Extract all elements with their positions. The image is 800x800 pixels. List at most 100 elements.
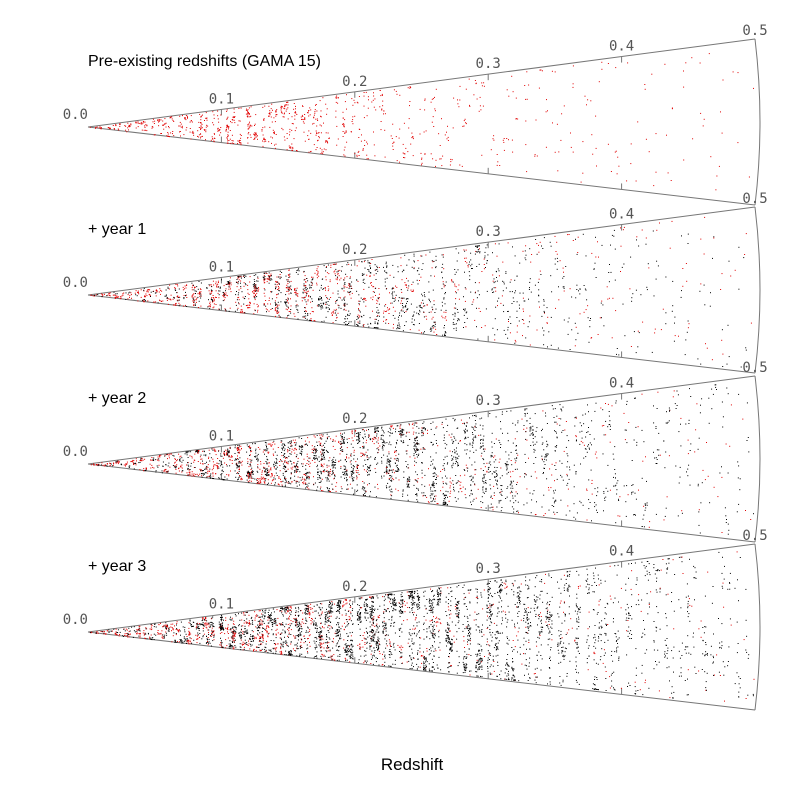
- galaxy-point: [179, 125, 181, 127]
- galaxy-point: [323, 148, 325, 150]
- galaxy-point: [385, 471, 387, 473]
- galaxy-point: [389, 432, 391, 433]
- galaxy-point: [189, 121, 191, 123]
- galaxy-point: [692, 138, 694, 140]
- galaxy-point: [390, 429, 392, 431]
- galaxy-point: [286, 300, 288, 302]
- galaxy-point: [296, 462, 298, 464]
- galaxy-point: [534, 154, 536, 156]
- galaxy-point: [405, 284, 407, 286]
- galaxy-point: [660, 329, 662, 331]
- galaxy-point: [143, 301, 145, 303]
- galaxy-point: [402, 490, 404, 492]
- galaxy-point: [270, 445, 272, 447]
- galaxy-point: [301, 114, 303, 116]
- galaxy-point: [316, 451, 317, 453]
- galaxy-point: [247, 446, 249, 447]
- galaxy-point: [191, 475, 193, 477]
- galaxy-point: [262, 106, 264, 108]
- galaxy-point: [721, 329, 723, 331]
- galaxy-point: [350, 443, 352, 445]
- galaxy-point: [276, 281, 278, 283]
- galaxy-point: [312, 311, 314, 313]
- galaxy-point: [475, 83, 477, 85]
- galaxy-point: [390, 425, 392, 427]
- galaxy-point: [374, 437, 376, 439]
- galaxy-point: [174, 458, 176, 460]
- galaxy-point: [541, 315, 543, 317]
- galaxy-point: [297, 269, 299, 271]
- galaxy-point: [408, 259, 410, 261]
- galaxy-point: [297, 466, 299, 468]
- galaxy-point: [322, 151, 324, 153]
- galaxy-point: [295, 480, 297, 482]
- galaxy-point: [208, 449, 210, 451]
- galaxy-point: [540, 274, 542, 275]
- galaxy-point: [407, 287, 409, 289]
- galaxy-point: [294, 289, 296, 291]
- galaxy-point: [332, 473, 334, 475]
- galaxy-point: [585, 289, 587, 291]
- galaxy-point: [248, 113, 250, 115]
- galaxy-point: [230, 121, 231, 123]
- galaxy-point: [247, 458, 249, 460]
- galaxy-point: [194, 305, 196, 306]
- galaxy-point: [377, 452, 379, 454]
- galaxy-point: [395, 431, 396, 433]
- galaxy-point: [193, 293, 195, 295]
- galaxy-point: [283, 454, 284, 456]
- galaxy-point: [162, 300, 164, 302]
- galaxy-point: [586, 299, 588, 301]
- galaxy-point: [295, 127, 297, 129]
- galaxy-point: [402, 297, 404, 299]
- galaxy-point: [233, 143, 235, 144]
- galaxy-point: [503, 141, 505, 143]
- galaxy-point: [283, 136, 285, 138]
- galaxy-point: [452, 127, 454, 129]
- galaxy-point: [222, 466, 224, 468]
- galaxy-point: [681, 235, 682, 237]
- galaxy-point: [423, 433, 424, 434]
- galaxy-point: [237, 447, 239, 449]
- galaxy-point: [276, 466, 278, 468]
- galaxy-point: [322, 453, 324, 455]
- galaxy-point: [267, 472, 268, 474]
- galaxy-point: [350, 321, 352, 323]
- galaxy-point: [241, 309, 243, 311]
- galaxy-point: [236, 459, 237, 461]
- galaxy-point: [200, 291, 202, 293]
- galaxy-point: [110, 463, 112, 465]
- galaxy-point: [340, 432, 342, 434]
- galaxy-point: [195, 299, 197, 301]
- galaxy-point: [291, 463, 293, 465]
- galaxy-point: [685, 62, 687, 64]
- galaxy-point: [316, 466, 318, 468]
- galaxy-point: [552, 122, 553, 124]
- galaxy-point: [461, 165, 463, 167]
- galaxy-point: [366, 456, 368, 458]
- galaxy-point: [306, 472, 308, 474]
- galaxy-point: [551, 463, 553, 465]
- galaxy-point: [393, 276, 395, 278]
- galaxy-point: [441, 315, 443, 317]
- galaxy-point: [298, 481, 300, 483]
- galaxy-point: [218, 450, 219, 452]
- galaxy-point: [340, 297, 341, 299]
- galaxy-point: [480, 507, 482, 508]
- galaxy-point: [234, 122, 236, 124]
- galaxy-point: [507, 329, 509, 331]
- galaxy-point: [313, 122, 315, 124]
- galaxy-point: [266, 468, 268, 470]
- galaxy-point: [116, 295, 118, 297]
- galaxy-point: [392, 327, 394, 329]
- galaxy-point: [189, 131, 191, 133]
- galaxy-point: [441, 118, 442, 120]
- galaxy-point: [217, 282, 219, 283]
- galaxy-point: [324, 287, 326, 289]
- galaxy-point: [375, 279, 377, 280]
- galaxy-point: [434, 321, 436, 323]
- galaxy-point: [255, 289, 257, 291]
- galaxy-point: [439, 145, 441, 146]
- galaxy-point: [213, 140, 215, 142]
- galaxy-point: [337, 138, 339, 140]
